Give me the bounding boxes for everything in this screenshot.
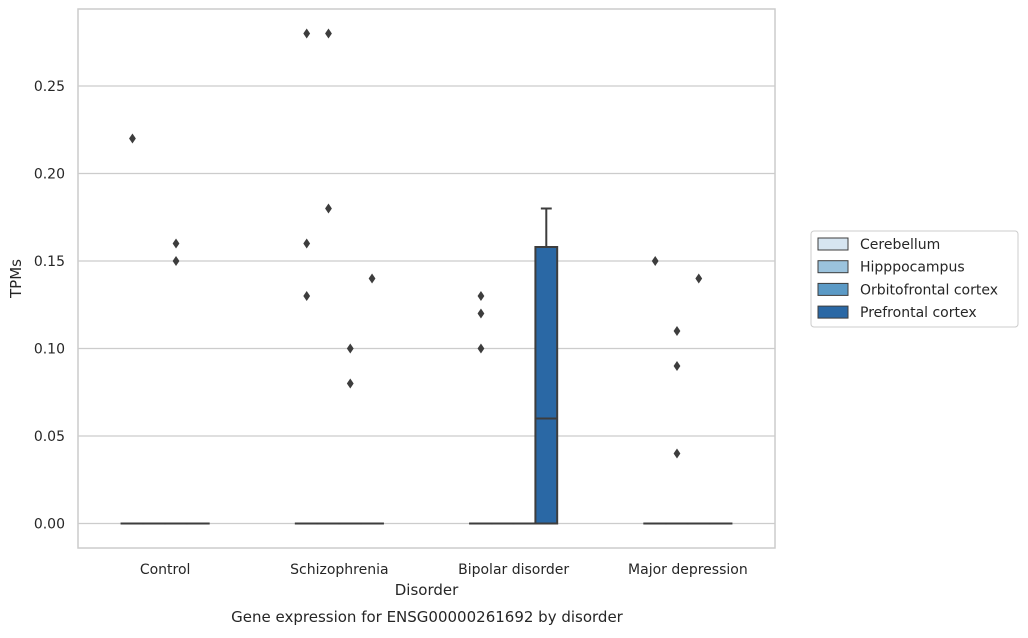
box-major-depression-cerebellum-outlier-0 bbox=[652, 256, 659, 266]
x-tick-control: Control bbox=[140, 562, 191, 578]
box-schizophrenia-cerebellum-outlier-2 bbox=[303, 291, 310, 301]
box-major-depression-hipppocampus-outlier-2 bbox=[674, 449, 681, 459]
y-tick-0.25: 0.25 bbox=[34, 79, 65, 95]
legend: Cerebellum Hipppocampus Orbitofrontal cort… bbox=[811, 231, 1018, 327]
box-control-orbitofrontal-cortex-outlier-0 bbox=[173, 239, 180, 249]
legend-label-cerebellum: Cerebellum bbox=[860, 237, 940, 253]
legend-label-prefrontal-cortex: Prefrontal cortex bbox=[860, 305, 977, 321]
y-tick-0.20: 0.20 bbox=[34, 167, 65, 183]
box-bipolar-disorder-cerebellum-outlier-0 bbox=[478, 291, 485, 301]
legend-swatch-cerebellum bbox=[818, 238, 848, 250]
box-control-orbitofrontal-cortex-outlier-1 bbox=[173, 256, 180, 266]
box-bipolar-disorder-cerebellum-outlier-2 bbox=[478, 344, 485, 354]
y-tick-labels: 0.00 0.05 0.10 0.15 0.20 0.25 bbox=[34, 79, 65, 533]
box-schizophrenia-orbitofrontal-cortex-outlier-0 bbox=[347, 344, 354, 354]
box-schizophrenia-hipppocampus-outlier-1 bbox=[325, 204, 332, 214]
box-schizophrenia-cerebellum-outlier-1 bbox=[303, 239, 310, 249]
box-control-cerebellum-outlier-0 bbox=[129, 134, 136, 144]
y-tick-0.15: 0.15 bbox=[34, 254, 65, 270]
x-tick-schizophrenia: Schizophrenia bbox=[290, 562, 388, 578]
data-layer bbox=[122, 29, 732, 524]
box-bipolar-disorder-cerebellum-outlier-1 bbox=[478, 309, 485, 319]
box-major-depression-hipppocampus-outlier-1 bbox=[674, 361, 681, 371]
x-tick-labels: Control Schizophrenia Bipolar disorder Majo… bbox=[140, 562, 748, 578]
x-axis-label: Disorder bbox=[395, 581, 459, 599]
legend-label-orbitofrontal-cortex: Orbitofrontal cortex bbox=[860, 282, 998, 298]
y-tick-0.10: 0.10 bbox=[34, 342, 65, 358]
box-schizophrenia-cerebellum-outlier-0 bbox=[303, 29, 310, 39]
box-schizophrenia-orbitofrontal-cortex-outlier-1 bbox=[347, 379, 354, 389]
y-tick-0.00: 0.00 bbox=[34, 517, 65, 533]
chart-caption: Gene expression for ENSG00000261692 by d… bbox=[231, 608, 624, 626]
y-axis-label: TPMs bbox=[7, 259, 25, 299]
x-tick-major-depression: Major depression bbox=[628, 562, 748, 578]
legend-label-hipppocampus: Hipppocampus bbox=[860, 260, 965, 276]
box-major-depression-hipppocampus-outlier-0 bbox=[674, 326, 681, 336]
box-schizophrenia-prefrontal-cortex-outlier-0 bbox=[369, 274, 376, 284]
grid-layer bbox=[78, 86, 775, 524]
legend-swatch-orbitofrontal-cortex bbox=[818, 283, 848, 295]
box-major-depression-orbitofrontal-cortex-outlier-0 bbox=[695, 274, 702, 284]
y-tick-0.05: 0.05 bbox=[34, 429, 65, 445]
plot-frame bbox=[78, 9, 775, 548]
box-bipolar-disorder-prefrontal-cortex bbox=[535, 247, 557, 524]
box-schizophrenia-hipppocampus-outlier-0 bbox=[325, 29, 332, 39]
x-tick-bipolar-disorder: Bipolar disorder bbox=[458, 562, 569, 578]
legend-swatch-hipppocampus bbox=[818, 261, 848, 273]
legend-swatch-prefrontal-cortex bbox=[818, 306, 848, 318]
